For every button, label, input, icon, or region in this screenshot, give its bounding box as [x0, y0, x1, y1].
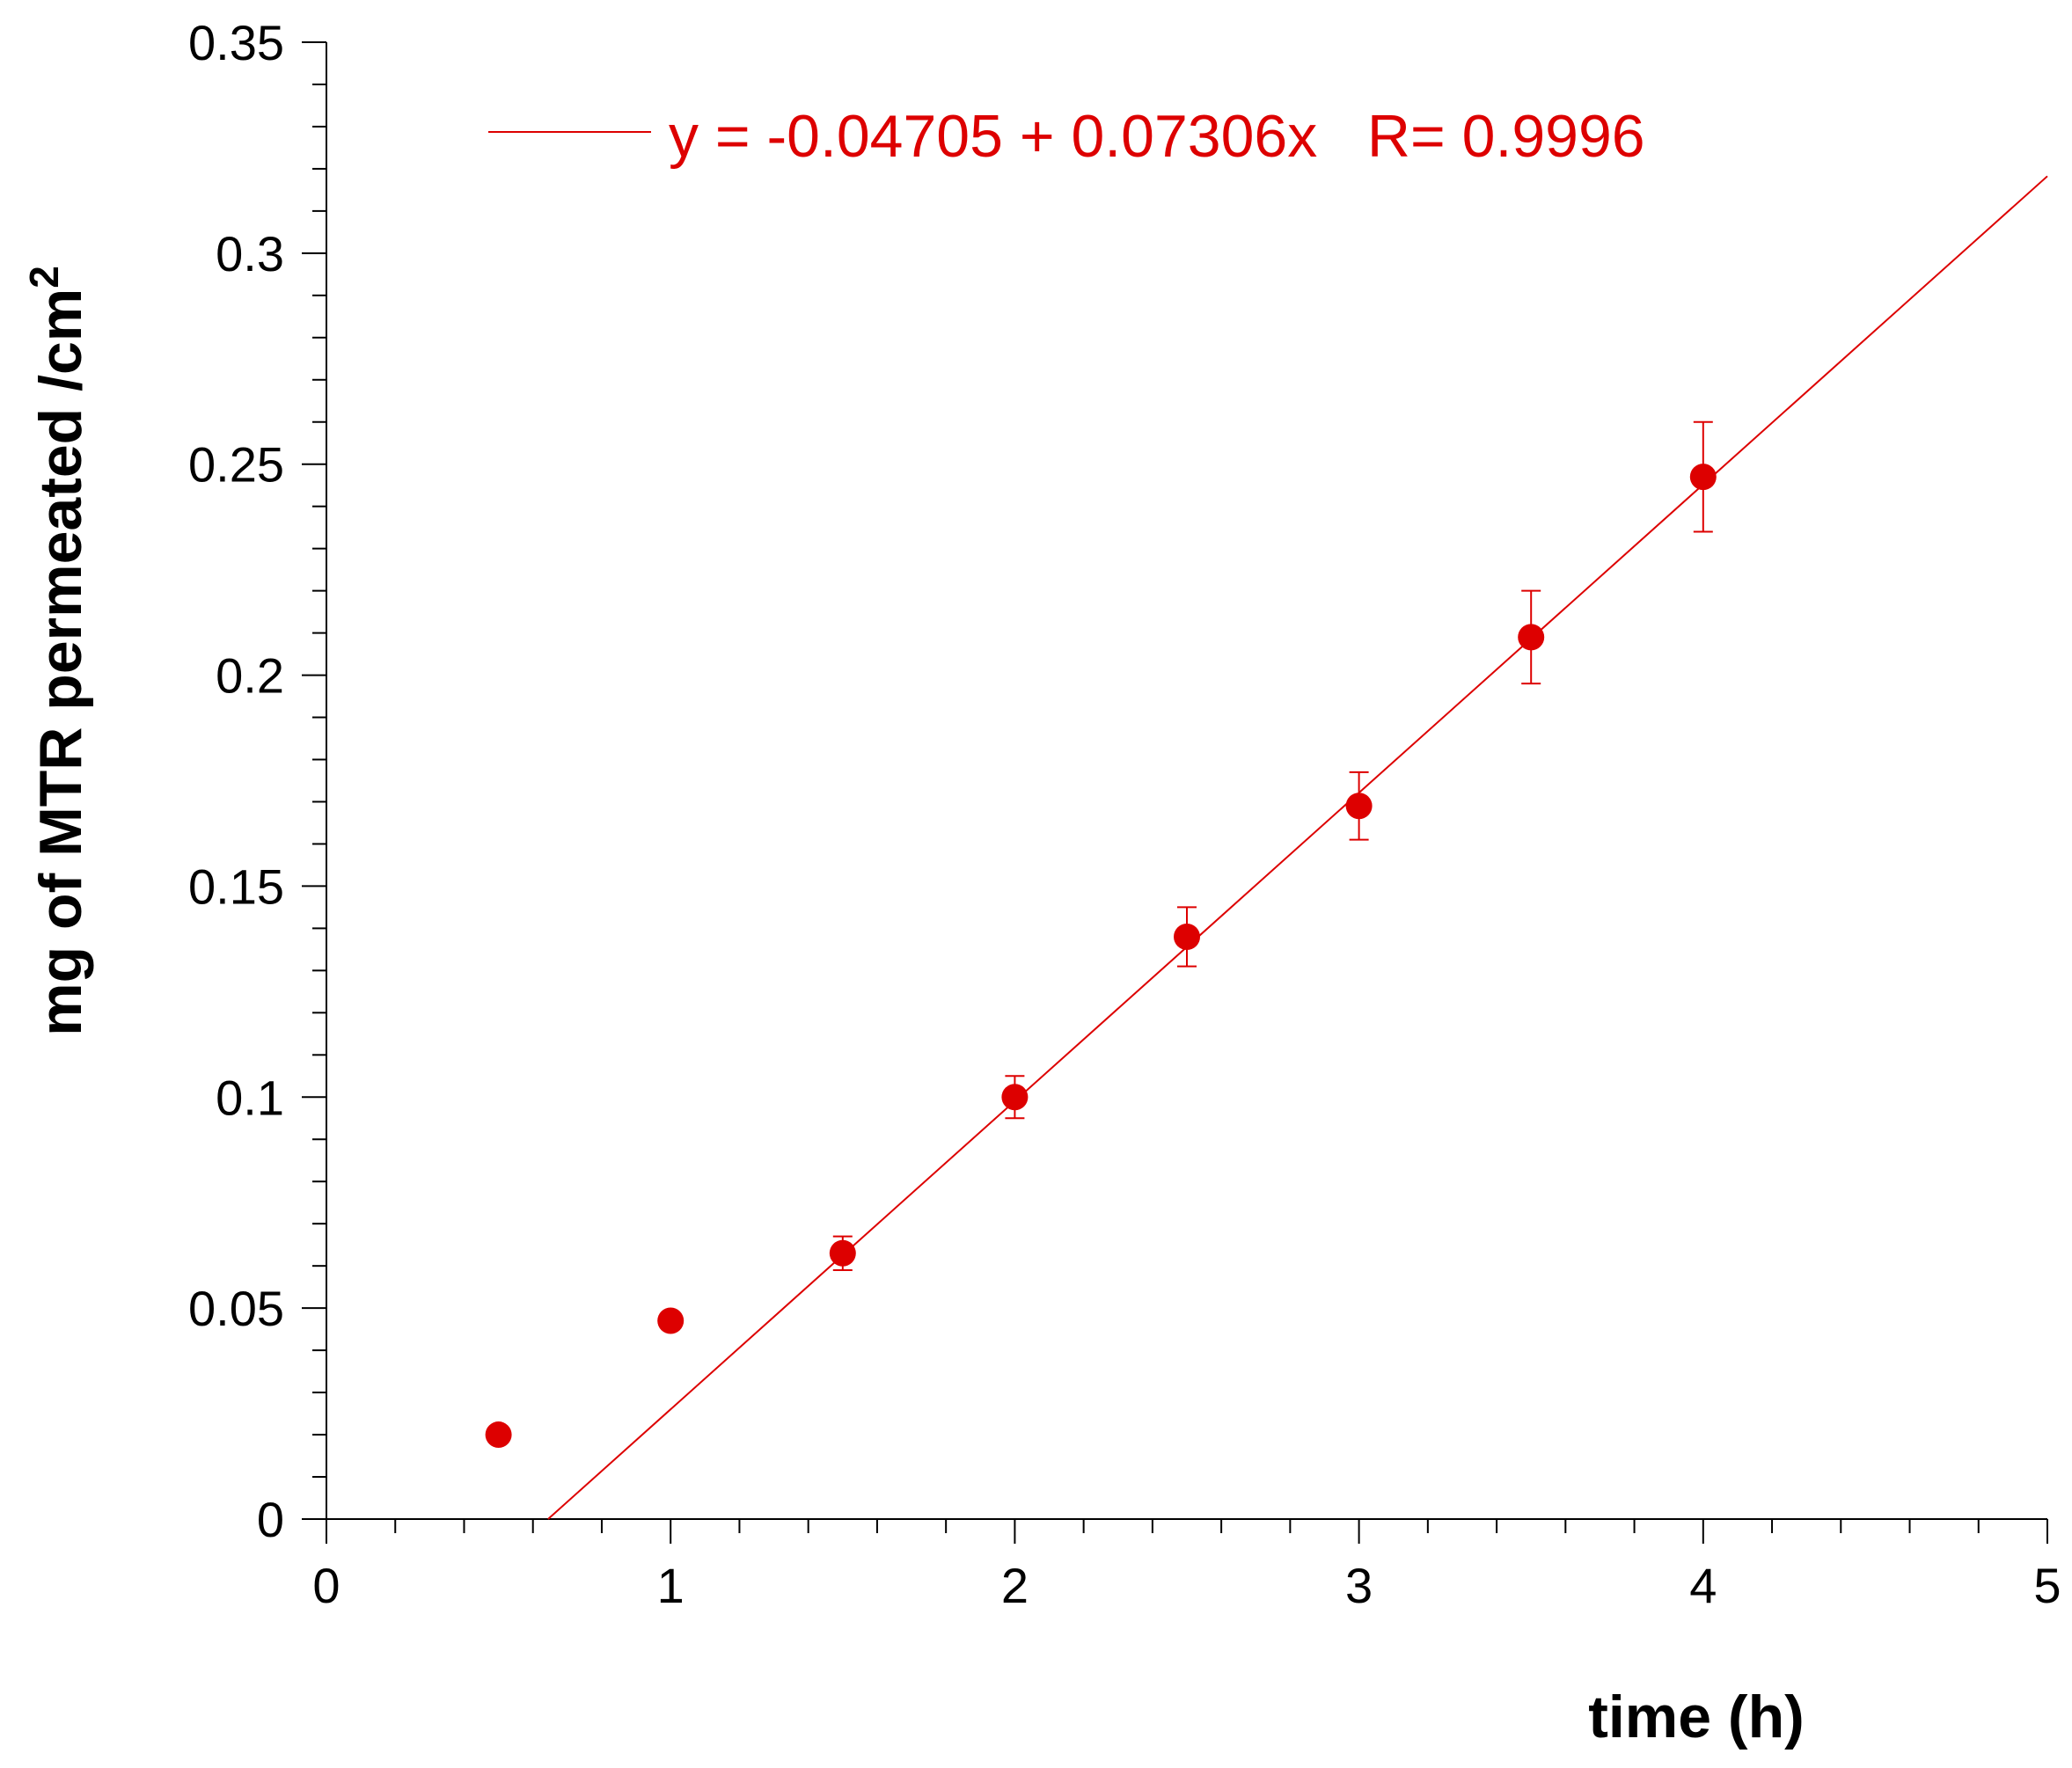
axes-layer: 0 1 2 3 4 5 0 0.05 0.1 0.15 0.2 0.25 0.3 0.35 [188, 15, 2061, 1613]
x-tick-label: 3 [1345, 1558, 1373, 1613]
y-tick-label: 0.2 [216, 648, 284, 704]
y-axis-title-text: mg of MTR permeated /cm [27, 289, 94, 1036]
y-tick-label: 0.35 [188, 15, 284, 70]
data-point [1689, 464, 1717, 491]
y-tick-label: 0.3 [216, 226, 284, 281]
y-axis-title-superscript: 2 [21, 266, 67, 289]
y-tick-label: 0.1 [216, 1070, 284, 1125]
y-tick-label: 0.05 [188, 1281, 284, 1336]
data-point [829, 1239, 856, 1267]
data-point [1345, 793, 1373, 820]
x-tick-label: 0 [312, 1558, 340, 1613]
legend: y = -0.04705 + 0.07306x R= 0.9996 [488, 103, 1645, 170]
points-layer [485, 420, 1717, 1449]
y-tick-label: 0 [257, 1492, 284, 1547]
data-point [657, 1307, 685, 1334]
fit-line [547, 175, 2048, 1520]
x-tick-label: 4 [1689, 1558, 1717, 1613]
legend-fit-equation: y = -0.04705 + 0.07306x R= 0.9996 [669, 103, 1645, 170]
x-tick-label: 2 [1001, 1558, 1029, 1613]
y-tick-label: 0.25 [188, 437, 284, 493]
data-point [1001, 1084, 1029, 1111]
data-point [485, 1421, 512, 1449]
data-point [1174, 923, 1200, 950]
x-axis-title: time (h) [1588, 1684, 1805, 1750]
fit-layer [547, 175, 2048, 1520]
y-tick-label: 0.15 [188, 858, 284, 914]
x-tick-label: 1 [657, 1558, 685, 1613]
y-axis-title: mg of MTR permeated /cm2 [21, 266, 94, 1036]
x-tick-label: 5 [2033, 1558, 2061, 1613]
data-point [1518, 624, 1545, 651]
